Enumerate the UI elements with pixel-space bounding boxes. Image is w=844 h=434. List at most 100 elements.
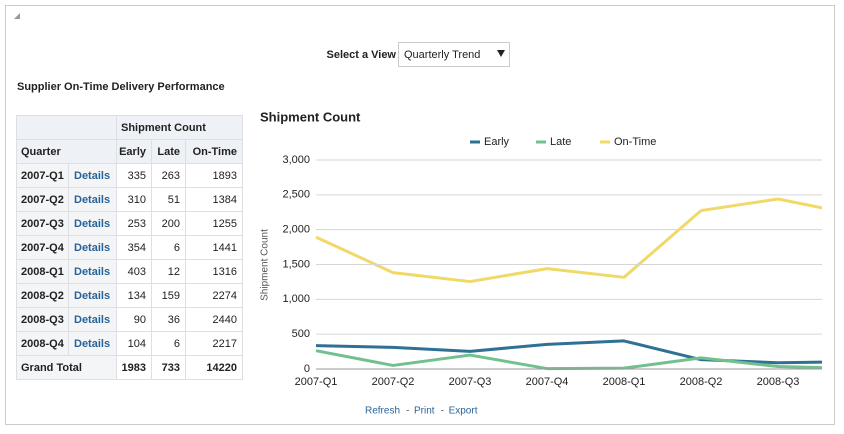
table-value: 2217 — [213, 338, 237, 350]
column-header: Early — [119, 146, 147, 158]
table-value: 134 — [128, 290, 146, 302]
table-cell — [16, 115, 117, 140]
table-cell — [16, 307, 69, 332]
table-cell — [116, 235, 152, 260]
y-tick-label: 1,000 — [282, 293, 310, 305]
dropdown-arrow[interactable] — [497, 50, 505, 57]
table-value: 335 — [128, 170, 146, 182]
series-line — [315, 339, 822, 365]
table-value: 1893 — [213, 170, 237, 182]
row-header: 2007-Q4 — [21, 242, 65, 254]
y-tick-label: 0 — [304, 363, 310, 375]
details-link[interactable]: Details — [74, 338, 110, 350]
table-cell — [68, 187, 117, 212]
x-tick-label: 2008-Q3 — [757, 376, 800, 388]
table-cell — [185, 259, 243, 284]
total-value: 733 — [162, 362, 180, 374]
table-cell — [185, 187, 243, 212]
table-cell — [16, 235, 69, 260]
total-value: 1983 — [122, 362, 146, 374]
x-tick-label: 2008-Q1 — [603, 376, 646, 388]
table-value: 1441 — [213, 242, 237, 254]
table-cell — [185, 139, 243, 164]
details-link[interactable]: Details — [74, 290, 110, 302]
table-cell — [185, 331, 243, 356]
table-value: 2274 — [213, 290, 237, 302]
y-tick-label: 3,000 — [282, 154, 310, 166]
table-cell — [16, 211, 69, 236]
table-cell — [151, 355, 186, 380]
details-link[interactable]: Details — [74, 170, 110, 182]
table-cell — [68, 259, 117, 284]
y-tick-label: 2,500 — [282, 189, 310, 201]
table-value: 6 — [174, 242, 180, 254]
table-value: 159 — [162, 290, 180, 302]
table-value: 36 — [168, 314, 180, 326]
column-header: Late — [157, 146, 180, 158]
collapse-icon[interactable] — [14, 13, 20, 19]
table-cell — [68, 283, 117, 308]
link-separator: - — [406, 406, 409, 417]
legend-label: On-Time — [614, 136, 656, 148]
table-cell — [185, 235, 243, 260]
row-header: 2008-Q2 — [21, 290, 64, 302]
footer-link[interactable]: Export — [449, 406, 478, 417]
table-cell — [185, 163, 243, 188]
y-tick-label: 500 — [292, 328, 310, 340]
table-cell — [185, 283, 243, 308]
view-value[interactable]: Quarterly Trend — [404, 49, 480, 61]
group-header: Shipment Count — [121, 122, 206, 134]
total-value: 14220 — [206, 362, 237, 374]
series-line — [315, 349, 822, 371]
row-header: 2007-Q1 — [21, 170, 64, 182]
y-tick-label: 1,500 — [282, 258, 310, 270]
x-tick-label: 2007-Q1 — [295, 376, 338, 388]
column-header: On-Time — [193, 146, 237, 158]
table-cell — [68, 163, 117, 188]
table-cell — [151, 331, 186, 356]
view-label: Select a View — [326, 49, 396, 61]
table-value: 263 — [162, 170, 180, 182]
table-value: 1255 — [213, 218, 237, 230]
row-header: 2008-Q4 — [21, 338, 65, 350]
x-tick-label: 2008-Q2 — [680, 376, 723, 388]
total-label: Grand Total — [21, 362, 82, 374]
table-cell — [185, 355, 243, 380]
details-link[interactable]: Details — [74, 218, 110, 230]
table-cell — [116, 259, 152, 284]
table-value: 6 — [174, 338, 180, 350]
x-tick-label: 2007-Q4 — [526, 376, 569, 388]
y-tick-label: 2,000 — [282, 224, 310, 236]
plot-area — [315, 197, 822, 371]
footer-link[interactable]: Refresh — [365, 406, 400, 417]
table-value: 90 — [134, 314, 146, 326]
table-cell — [16, 187, 69, 212]
table-value: 1384 — [213, 194, 237, 206]
details-link[interactable]: Details — [74, 266, 110, 278]
row-header: 2007-Q3 — [21, 218, 64, 230]
y-axis-title: Shipment Count — [260, 229, 271, 301]
row-header: 2008-Q1 — [21, 266, 64, 278]
table-cell — [151, 235, 186, 260]
table-value: 1316 — [213, 266, 237, 278]
details-link[interactable]: Details — [74, 194, 110, 206]
row-header: 2007-Q2 — [21, 194, 64, 206]
table-value: 310 — [128, 194, 146, 206]
table-value: 12 — [168, 266, 180, 278]
row-header: 2008-Q3 — [21, 314, 64, 326]
details-link[interactable]: Details — [74, 314, 110, 326]
footer-link[interactable]: Print — [414, 406, 435, 417]
view-select[interactable] — [398, 42, 510, 67]
table-value: 2440 — [213, 314, 237, 326]
column-header: Quarter — [21, 146, 61, 158]
chart-title: Shipment Count — [260, 109, 361, 124]
series-line — [315, 197, 822, 284]
table-value: 253 — [128, 218, 146, 230]
table-cell — [185, 307, 243, 332]
details-link[interactable]: Details — [74, 242, 110, 254]
x-tick-label: 2007-Q2 — [372, 376, 415, 388]
x-tick-label: 2007-Q3 — [449, 376, 492, 388]
table-value: 354 — [128, 242, 146, 254]
